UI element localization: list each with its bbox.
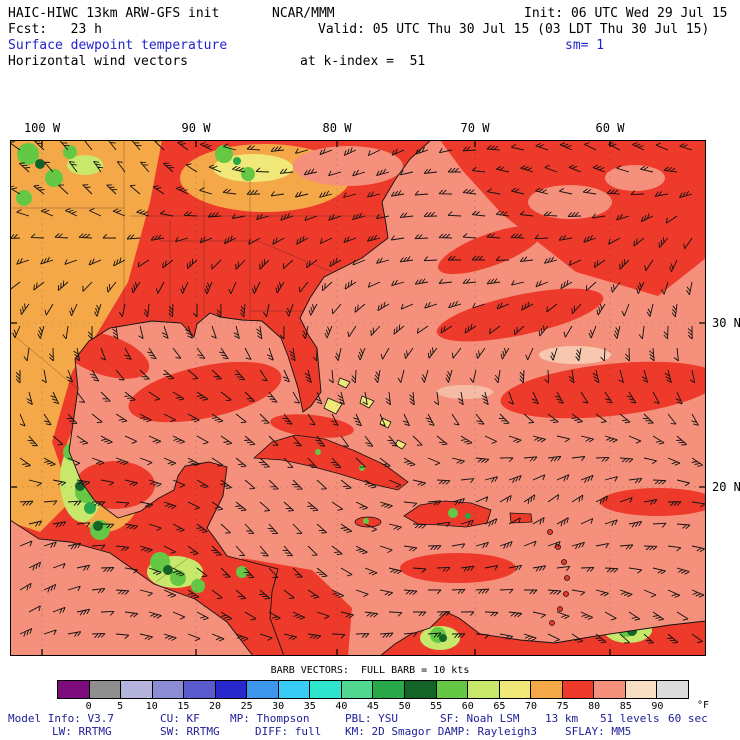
lw-scheme: LW: RRTMG (52, 725, 112, 738)
weather-map (6, 139, 720, 657)
colorbar-tick-label: 0 (85, 701, 92, 712)
lon-label: 100 W (23, 121, 61, 135)
colorbar-tick-label: 65 (493, 701, 506, 712)
colorbar-cell (341, 681, 374, 698)
lat-label: 20 N (712, 480, 740, 494)
vector-title: Horizontal wind vectors (8, 54, 189, 69)
wind-barbs (6, 139, 706, 644)
colorbar-tick-label: 35 (303, 701, 316, 712)
colorbar-cell (531, 681, 563, 698)
colorbar-tick-label: 40 (335, 701, 348, 712)
colorbar-tick-label: 85 (619, 701, 632, 712)
colorbar-tick-label: 5 (117, 701, 124, 712)
colorbar-cell (184, 681, 216, 698)
colorbar-tick-label: 75 (556, 701, 569, 712)
colorbar-cell (89, 681, 122, 698)
colorbar-cell (310, 681, 342, 698)
colorbar-cell (121, 681, 153, 698)
sw-scheme: SW: RRTMG (160, 725, 220, 738)
grid-spacing: 13 km (545, 712, 579, 725)
colorbar-unit: °F (697, 700, 710, 711)
ocean-dewpoint-patches (60, 140, 720, 656)
colorbar-tick-label: 15 (177, 701, 190, 712)
init-time: Init: 06 UTC Wed 29 Jul 15 (524, 6, 728, 21)
lon-label: 60 W (595, 121, 625, 135)
map-frame (10, 140, 706, 656)
colorbar-tick-label: 55 (430, 701, 443, 712)
valid-time: Valid: 05 UTC Thu 30 Jul 15 (03 LDT Thu … (318, 22, 710, 37)
colorbar-cell (657, 681, 688, 698)
colorbar-tick-label: 50 (398, 701, 411, 712)
colorbar-cell (247, 681, 279, 698)
colorbar (57, 680, 689, 699)
lon-label: 80 W (322, 121, 352, 135)
mp-scheme: MP: Thompson (230, 712, 310, 725)
lon-label: 90 W (181, 121, 211, 135)
colorbar-tick-label: 70 (524, 701, 538, 712)
colorbar-cell (436, 681, 469, 698)
km-damp-scheme: KM: 2D Smagor DAMP: Rayleigh3 (345, 725, 538, 738)
lon-axis: 100 W 90 W 80 W 70 W 60 W (10, 121, 706, 136)
colorbar-cell (152, 681, 185, 698)
diff-scheme: DIFF: full (255, 725, 322, 738)
lon-label: 70 W (460, 121, 490, 135)
colorbar-cell (499, 681, 532, 698)
colorbar-tick-label: 45 (366, 701, 380, 712)
colorbar-cell (215, 681, 248, 698)
colorbar-tick-label: 80 (588, 701, 601, 712)
colorbar-cell (58, 681, 90, 698)
colorbar-tick-label: 25 (240, 701, 253, 712)
org-label: NCAR/MMM (272, 6, 335, 21)
south-america-land (380, 612, 706, 656)
smoothing-label: sm= 1 (565, 38, 605, 53)
model-title: HAIC-HIWC 13km ARW-GFS init (8, 6, 220, 21)
colorbar-cell (625, 681, 658, 698)
colorbar-tick-label: 60 (461, 701, 474, 712)
forecast-hour: Fcst: 23 h (8, 22, 102, 37)
pbl-scheme: PBL: YSU (345, 712, 398, 725)
cu-scheme: CU: KF (160, 712, 200, 725)
levels-count: 51 levels (600, 712, 660, 725)
colorbar-tick-label: 90 (651, 701, 664, 712)
colorbar-cell (405, 681, 437, 698)
graticule (10, 140, 706, 656)
axis-ticks (10, 140, 706, 656)
barb-legend-caption: BARB VECTORS: FULL BARB = 10 kts (270, 665, 470, 676)
colorbar-tick-label: 30 (272, 701, 285, 712)
colorbar-cell (373, 681, 406, 698)
sf-scheme: SF: Noah LSM (440, 712, 520, 725)
map-area (6, 139, 720, 657)
model-version: Model Info: V3.7 (8, 712, 114, 725)
level-note: at k-index = 51 (300, 54, 426, 69)
colorbar-cell (468, 681, 500, 698)
timestep: 60 sec (668, 712, 708, 725)
sflay-scheme: SFLAY: MM5 (565, 725, 632, 738)
colorbar-cell (594, 681, 626, 698)
colorbar-cell (562, 681, 595, 698)
colorbar-cell (278, 681, 311, 698)
field-title: Surface dewpoint temperature (8, 38, 228, 53)
colorbar-tick-label: 10 (145, 701, 158, 712)
colorbar-tick-label: 20 (208, 701, 222, 712)
colorbar-ticks: 0 5 10 15 20 25 30 35 40 45 50 55 60 65 70 75 80 85 90 (57, 701, 689, 713)
lat-label: 30 N (712, 316, 740, 330)
